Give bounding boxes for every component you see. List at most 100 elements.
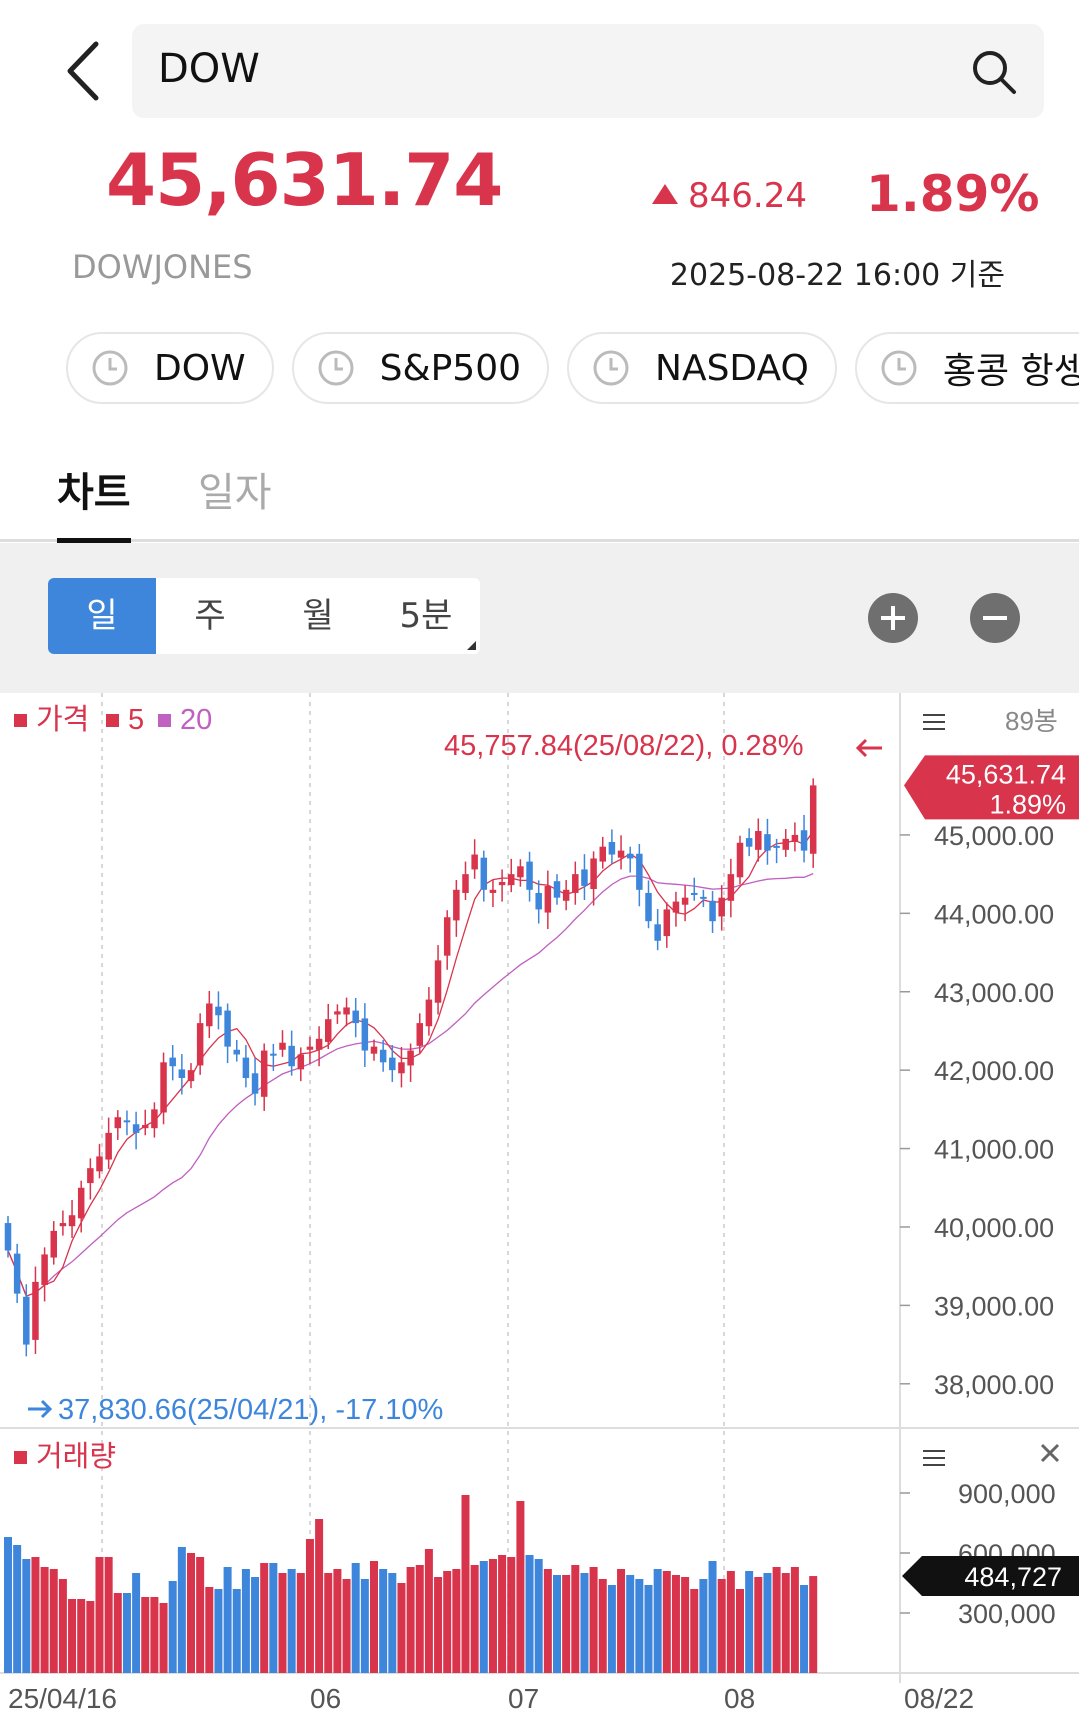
- legend-ma20: 20: [180, 704, 212, 736]
- current-volume-tag: 484,727: [902, 1556, 1079, 1597]
- price-legend: 가격 5 20: [14, 704, 212, 736]
- tab-chart[interactable]: 차트: [57, 460, 131, 544]
- volume-bar: [68, 1599, 77, 1673]
- volume-bar: [196, 1557, 205, 1673]
- index-chip-hangseng[interactable]: 홍콩 항셍: [854, 332, 1079, 404]
- candle: [315, 1038, 323, 1050]
- index-chip-sp500[interactable]: S&P500: [291, 332, 550, 404]
- volume-bar: [553, 1575, 561, 1673]
- candle: [782, 838, 789, 850]
- candle: [178, 1069, 186, 1078]
- up-triangle-icon: [652, 184, 678, 204]
- candle: [288, 1045, 295, 1067]
- volume-bar: [13, 1545, 22, 1673]
- candle: [535, 892, 542, 910]
- zoom-in-button[interactable]: [868, 593, 918, 643]
- volume-bar: [324, 1573, 333, 1673]
- min-annotation: 37,830.66(25/04/21), -17.10%: [58, 1394, 443, 1426]
- price-tick-label: 42,000.00: [934, 1056, 1054, 1086]
- volume-bar: [498, 1555, 507, 1673]
- candle: [462, 874, 469, 893]
- candle: [425, 999, 433, 1027]
- candle: [352, 1010, 359, 1024]
- view-tabs: 차트 일자: [0, 440, 1079, 544]
- candle: [590, 858, 597, 890]
- volume-bar: [726, 1571, 735, 1673]
- index-chip-nasdaq[interactable]: NASDAQ: [567, 332, 837, 404]
- candle: [114, 1117, 122, 1129]
- volume-bar: [745, 1571, 754, 1673]
- volume-bar: [516, 1501, 525, 1673]
- candle: [59, 1223, 67, 1227]
- search-input[interactable]: DOW: [132, 24, 1044, 118]
- candle: [416, 1023, 423, 1046]
- volume-bar: [187, 1553, 195, 1673]
- volume-bar: [141, 1597, 150, 1673]
- as-of-time: 2025-08-22 16:00 기준: [669, 258, 1005, 293]
- period-week[interactable]: 주: [194, 596, 226, 636]
- candles: [4, 778, 817, 1357]
- volume-bar: [443, 1571, 452, 1673]
- volume-bar: [790, 1567, 799, 1673]
- price-tick-label: 45,000.00: [934, 821, 1054, 851]
- volume-bar: [315, 1519, 324, 1673]
- volume-bar: [580, 1573, 589, 1673]
- tab-daily[interactable]: 일자: [198, 470, 272, 516]
- candle: [764, 834, 771, 851]
- volume-bar: [260, 1563, 269, 1673]
- right-arrow-icon: [28, 1399, 53, 1419]
- volume-legend: 거래량: [14, 1441, 116, 1473]
- candle: [709, 900, 716, 922]
- legend-price: 가격: [36, 704, 89, 736]
- candle: [471, 854, 478, 870]
- candle: [68, 1215, 76, 1227]
- price-menu-icon[interactable]: [923, 714, 945, 730]
- volume-menu-icon[interactable]: [923, 1450, 945, 1466]
- price-chart[interactable]: 가격 5 20 45,757.84(25/08/22), 0.28% 37,83…: [0, 693, 1079, 1726]
- candle: [663, 909, 671, 937]
- volume-bar: [406, 1567, 415, 1673]
- period-day[interactable]: 일: [48, 578, 156, 654]
- period-5min[interactable]: 5분: [372, 578, 480, 654]
- volume-bar: [168, 1581, 177, 1673]
- candle: [443, 917, 451, 956]
- search-icon[interactable]: [968, 46, 1020, 98]
- candle: [224, 1010, 231, 1047]
- volume-bar: [251, 1577, 260, 1673]
- period-month[interactable]: 월: [302, 596, 334, 636]
- candle: [508, 874, 515, 886]
- clock-icon: [318, 350, 354, 386]
- volume-bar: [49, 1569, 58, 1673]
- volume-bar: [708, 1561, 717, 1673]
- candle: [105, 1132, 112, 1160]
- current-price: 45,631.74: [106, 138, 503, 222]
- volume-bar: [296, 1573, 305, 1673]
- candle: [691, 892, 698, 895]
- volume-tag-value: 484,727: [964, 1562, 1062, 1592]
- candle: [379, 1049, 387, 1063]
- left-arrow-icon: [855, 738, 882, 758]
- candle: [242, 1057, 250, 1078]
- zoom-out-button[interactable]: [970, 593, 1020, 643]
- volume-bar: [671, 1575, 680, 1673]
- back-arrow-icon[interactable]: [58, 36, 114, 106]
- volume-bar: [113, 1593, 122, 1673]
- volume-bar: [488, 1559, 497, 1673]
- volume-bar: [342, 1579, 351, 1673]
- chart-controls: 일 주 월 5분: [0, 543, 1079, 693]
- volume-bar: [717, 1579, 726, 1673]
- candle: [453, 889, 460, 921]
- volume-bar: [278, 1573, 287, 1673]
- close-icon[interactable]: [1040, 1443, 1060, 1463]
- candle: [672, 901, 680, 913]
- change-percent: 1.89%: [866, 165, 1040, 223]
- candle: [187, 1070, 195, 1082]
- volume-bar: [388, 1573, 397, 1673]
- index-chip-dow[interactable]: DOW: [66, 332, 274, 404]
- volume-bar: [662, 1571, 671, 1673]
- candle: [599, 846, 606, 862]
- legend-ma5: 5: [128, 704, 144, 736]
- volume-bar: [617, 1569, 626, 1673]
- volume-bar: [305, 1539, 314, 1673]
